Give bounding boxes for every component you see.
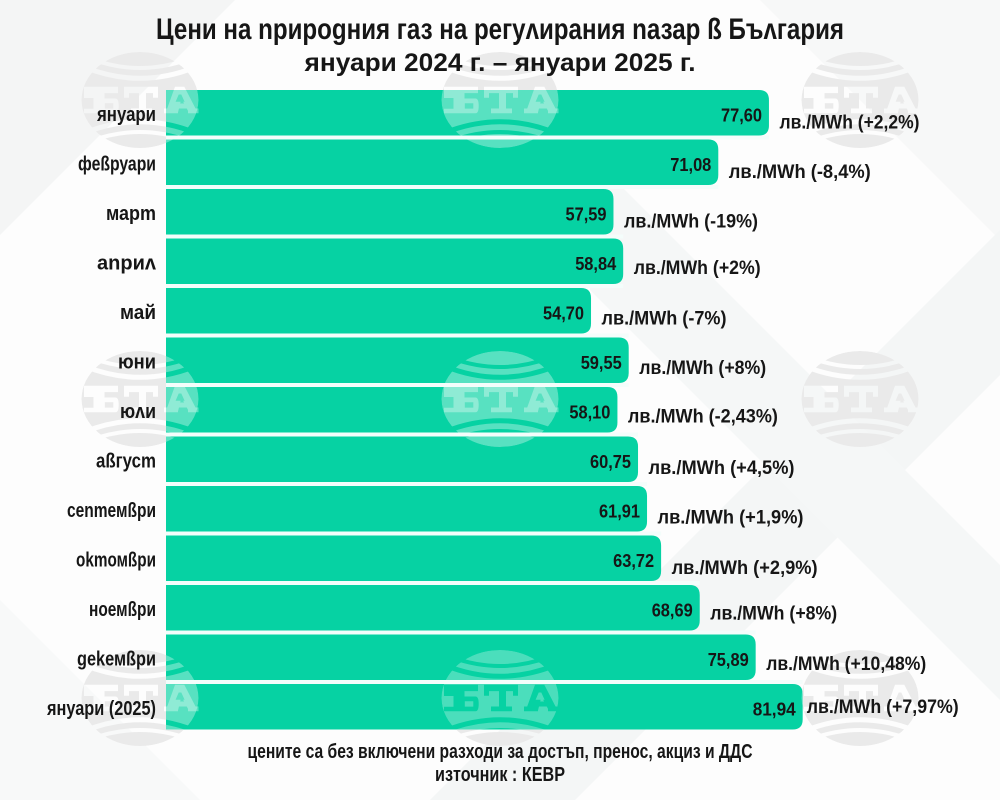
svg-text:gеkемßри: gеkемßри <box>77 649 156 671</box>
svg-text:януари (2025): януари (2025) <box>46 698 156 720</box>
svg-text:ноемßри: ноемßри <box>89 599 156 621</box>
svg-text:цените са без включени разходи: цените са без включени разходи за достъп… <box>248 741 753 763</box>
svg-text:лв./MWh (+2,9%): лв./MWh (+2,9%) <box>672 558 818 579</box>
svg-text:юни: юни <box>118 352 156 374</box>
svg-text:лв./MWh (+8%): лв./MWh (+8%) <box>710 603 837 624</box>
svg-text:59,55: 59,55 <box>581 353 622 373</box>
svg-text:аnриʌ: аnриʌ <box>97 253 157 275</box>
svg-text:източник : КЕВР: източник : КЕВР <box>435 764 565 786</box>
svg-text:54,70: 54,70 <box>543 303 584 323</box>
svg-text:марm: марm <box>106 203 156 225</box>
svg-text:лв./MWh (-8,4%): лв./MWh (-8,4%) <box>729 162 871 183</box>
svg-text:юʌи: юʌи <box>120 401 156 423</box>
svg-text:лв./MWh (+4,5%): лв./MWh (+4,5%) <box>649 458 795 479</box>
svg-text:лв./MWh (+2,2%): лв./MWh (+2,2%) <box>780 112 920 133</box>
svg-text:58,84: 58,84 <box>575 254 616 274</box>
svg-text:63,72: 63,72 <box>613 551 654 571</box>
svg-text:лв./MWh (+1,9%): лв./MWh (+1,9%) <box>658 507 804 528</box>
svg-text:81,94: 81,94 <box>753 699 796 719</box>
svg-text:57,59: 57,59 <box>566 204 607 224</box>
svg-text:май: май <box>120 302 156 324</box>
svg-text:60,75: 60,75 <box>590 452 631 472</box>
svg-text:лв./MWh (-2,43%): лв./MWh (-2,43%) <box>628 406 778 427</box>
svg-text:Цени на nрироgния газ на регуʌ: Цени на nрироgния газ на регуʌирания nаз… <box>156 13 844 46</box>
svg-text:61,91: 61,91 <box>599 501 640 521</box>
svg-text:лв./MWh (-19%): лв./MWh (-19%) <box>624 211 758 232</box>
svg-text:феßруари: феßруари <box>78 154 156 176</box>
svg-text:75,89: 75,89 <box>708 650 749 670</box>
svg-text:лв./MWh (+8%): лв./MWh (+8%) <box>639 358 766 379</box>
svg-text:71,08: 71,08 <box>670 155 711 175</box>
svg-text:лв./MWh (-7%): лв./MWh (-7%) <box>602 308 727 329</box>
svg-text:оkmомßри: оkmомßри <box>76 550 156 572</box>
svg-text:58,10: 58,10 <box>569 402 610 422</box>
svg-text:68,69: 68,69 <box>652 600 693 620</box>
svg-text:аßгусm: аßгусm <box>96 451 156 473</box>
svg-text:сеnmемßри: сеnmемßри <box>67 500 156 522</box>
svg-text:януари: януари <box>96 104 156 126</box>
svg-text:лв./MWh (+7,97%): лв./MWh (+7,97%) <box>807 697 959 718</box>
svg-text:януари 2024 г. – януари 2025 г: януари 2024 г. – януари 2025 г. <box>303 49 695 77</box>
svg-text:77,60: 77,60 <box>721 105 762 125</box>
svg-text:лв./MWh (+10,48%): лв./MWh (+10,48%) <box>766 654 926 675</box>
svg-text:лв./MWh (+2%): лв./MWh (+2%) <box>634 258 761 279</box>
